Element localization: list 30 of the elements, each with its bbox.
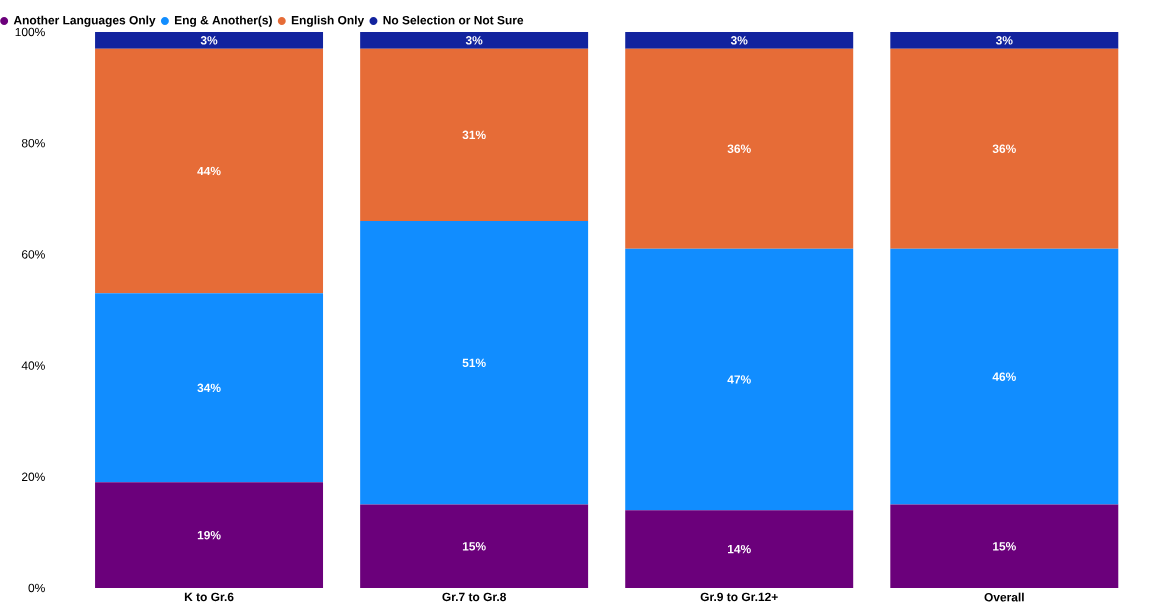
data-label: 44% — [197, 166, 221, 176]
data-label: 14% — [728, 544, 751, 554]
legend-label: English Only — [291, 15, 365, 27]
data-label: 3% — [730, 36, 748, 45]
y-tick-label: 60% — [21, 250, 45, 259]
data-label: 36% — [992, 144, 1016, 153]
x-tick-label: Gr.9 to Gr.12+ — [700, 592, 778, 602]
data-label: 19% — [197, 530, 221, 540]
data-label: 3% — [995, 36, 1013, 45]
y-tick-label: 0% — [28, 583, 45, 593]
y-tick-label: 80% — [21, 138, 45, 148]
y-tick-label: 20% — [21, 472, 45, 482]
data-label: 15% — [993, 542, 1016, 551]
data-label: 47% — [727, 375, 751, 384]
legend-label: Another Languages Only — [13, 15, 156, 27]
data-label: 51% — [462, 358, 486, 368]
y-tick-label: 40% — [21, 361, 45, 370]
data-label: 36% — [727, 144, 751, 153]
legend-label: No Selection or Not Sure — [383, 15, 524, 25]
x-tick-label: K to Gr.6 — [184, 592, 234, 602]
legend-label: Eng & Another(s) — [174, 15, 272, 27]
data-label: 15% — [462, 542, 486, 551]
data-label: 46% — [992, 372, 1016, 381]
data-label: 34% — [197, 383, 221, 393]
x-tick-label: Overall — [984, 592, 1024, 602]
x-tick-label: Gr.7 to Gr.8 — [442, 592, 507, 602]
data-label: 3% — [200, 36, 218, 45]
data-label: 31% — [462, 130, 486, 140]
data-label: 3% — [465, 36, 483, 45]
y-tick-label: 100% — [15, 27, 45, 37]
